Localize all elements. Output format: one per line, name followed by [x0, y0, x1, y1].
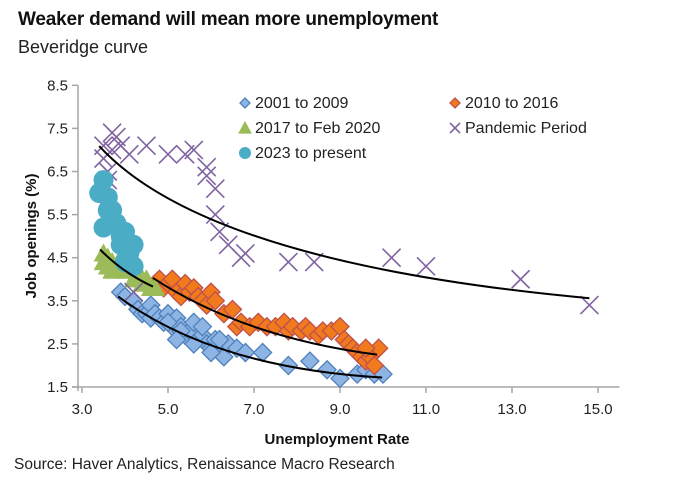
x-tick-label: 11.0: [412, 401, 440, 418]
data-point: [197, 157, 217, 177]
x-tick-label: 13.0: [497, 401, 526, 418]
x-tick-label: 15.0: [583, 401, 612, 418]
y-tick-label: 2.5: [47, 336, 68, 353]
series-2023-to-present: [89, 170, 144, 277]
axes: 3.0 5.0 7.0 9.0 11.0 13.0 15.0 1.5 2.5 3.5 4.5 5.5 6…: [47, 77, 620, 418]
data-point: [145, 277, 165, 297]
y-tick-label: 4.5: [47, 250, 68, 267]
x-tick-label: 3.0: [72, 401, 93, 418]
y-tick-label: 1.5: [47, 379, 68, 396]
data-point: [235, 243, 255, 263]
x-axis-title: Unemployment Rate: [264, 431, 409, 448]
x-tick-label: 9.0: [330, 401, 351, 418]
data-point: [158, 312, 178, 333]
series-2001-to-2009: [110, 282, 393, 389]
trendlines: [98, 145, 590, 379]
data-point: [184, 140, 204, 160]
data-point: [364, 355, 385, 376]
legend-item: 2010 to 2016: [449, 95, 559, 112]
trendline: [117, 295, 383, 379]
data-point: [166, 329, 187, 350]
data-point: [205, 179, 225, 199]
legend-marker: [238, 120, 252, 134]
trendline: [152, 277, 378, 356]
data-point: [124, 282, 144, 302]
y-tick-label: 8.5: [47, 77, 68, 94]
data-point: [299, 351, 320, 372]
chart-title: Weaker demand will mean more unemploymen…: [18, 9, 439, 30]
y-tick-label: 3.5: [47, 293, 68, 310]
data-point: [317, 359, 338, 380]
y-tick-label: 7.5: [47, 120, 68, 137]
legend-marker: [449, 97, 461, 109]
data-point: [416, 256, 436, 276]
data-point: [97, 200, 118, 221]
data-point: [197, 166, 217, 186]
source-note: Source: Haver Analytics, Renaissance Mac…: [14, 456, 395, 473]
legend-label: 2010 to 2016: [465, 95, 559, 112]
legend-marker: [239, 147, 251, 159]
legend-label: Pandemic Period: [465, 120, 587, 137]
data-point: [115, 252, 135, 273]
x-tick-label: 5.0: [158, 401, 179, 418]
data-point: [192, 316, 213, 337]
data-point: [382, 248, 402, 268]
data-point: [205, 290, 226, 311]
y-tick-label: 6.5: [47, 164, 68, 181]
trendline: [99, 248, 154, 288]
legend-item: Pandemic Period: [449, 120, 587, 137]
legend-marker: [239, 97, 251, 109]
data-point: [201, 342, 221, 363]
data-points: [89, 123, 599, 389]
trendline: [98, 145, 590, 300]
data-point: [119, 144, 139, 164]
legend-marker: [449, 122, 461, 134]
legend-label: 2001 to 2009: [255, 95, 349, 112]
legend-item: 2001 to 2009: [239, 95, 349, 112]
data-point: [205, 205, 225, 225]
legend-item: 2017 to Feb 2020: [238, 120, 381, 137]
legend-label: 2023 to present: [255, 145, 367, 162]
data-point: [278, 252, 298, 272]
legend-label: 2017 to Feb 2020: [255, 120, 381, 137]
y-axis-title: Job openings (%): [23, 174, 40, 299]
chart-subtitle: Beveridge curve: [18, 37, 149, 57]
legend: 2001 to 2009 2010 to 2016 2017 to Feb 2020…: [238, 95, 587, 162]
data-point: [579, 295, 599, 315]
data-point: [136, 136, 157, 156]
legend-item: 2023 to present: [239, 145, 367, 162]
y-tick-label: 5.5: [47, 207, 68, 224]
data-point: [158, 144, 178, 164]
data-point: [511, 269, 531, 289]
x-tick-label: 7.0: [244, 401, 265, 418]
